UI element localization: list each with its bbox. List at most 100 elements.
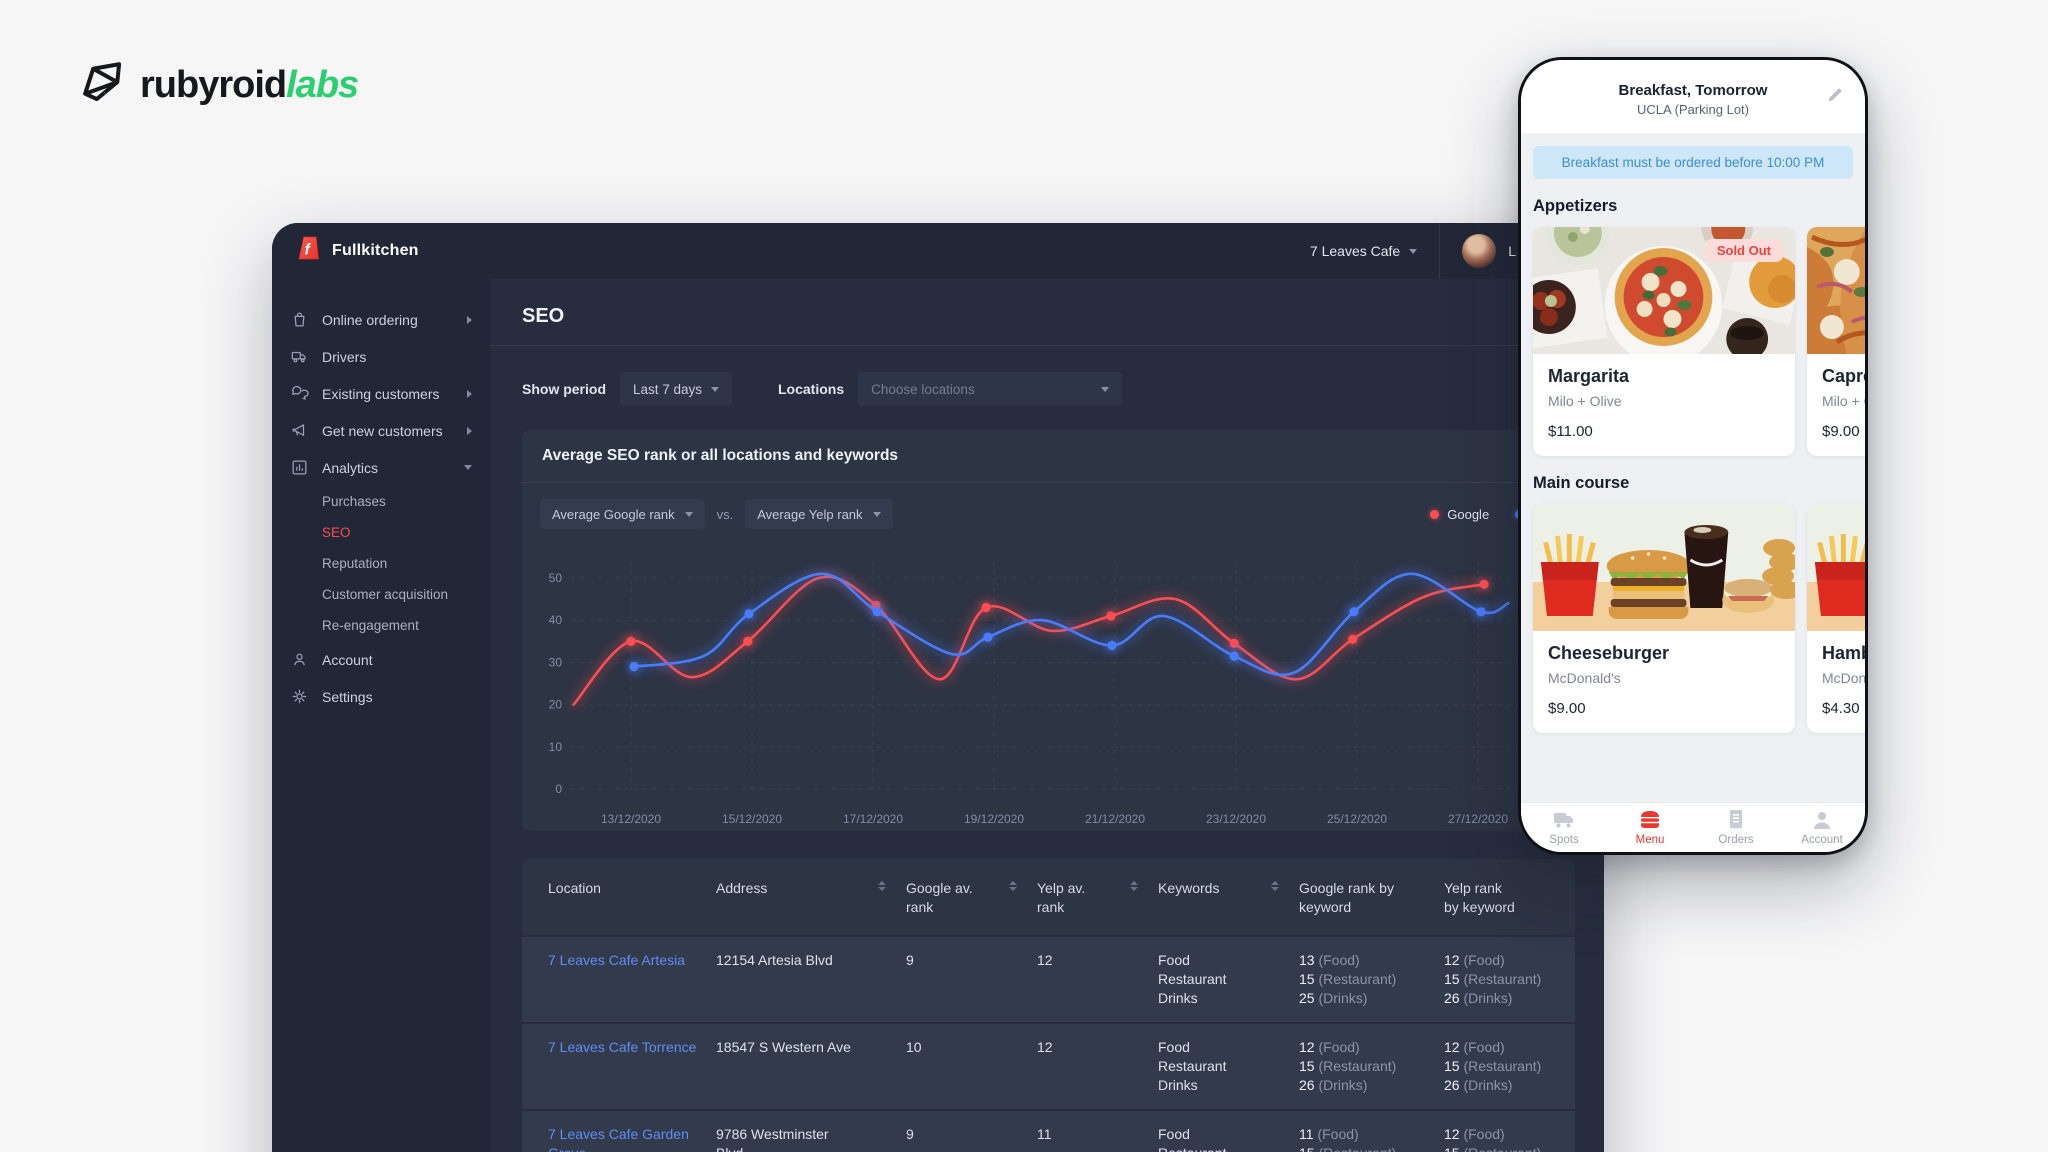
nav-account[interactable]: Account <box>1779 803 1865 852</box>
truck-icon <box>291 351 306 363</box>
svg-text:40: 40 <box>549 613 563 627</box>
location-selector[interactable]: 7 Leaves Cafe <box>1310 243 1418 259</box>
sidebar-item-analytics[interactable]: Analytics <box>272 449 490 486</box>
item-vendor: McDonald's <box>1822 670 1865 686</box>
dashboard-header: f Fullkitchen 7 Leaves Cafe L <box>272 223 1604 279</box>
legend-item-google: Google <box>1430 507 1489 522</box>
locations-label: Locations <box>778 381 845 397</box>
chevron-right-icon <box>467 389 472 398</box>
menu-item-card[interactable]: Hamburger McDonald's $4.30 <box>1807 504 1865 733</box>
col-google-by-keyword: Google rank by keyword <box>1299 880 1394 915</box>
google-rank-cell: 9 <box>906 1126 914 1142</box>
item-name: Cheeseburger <box>1548 643 1670 663</box>
item-price: $11.00 <box>1548 423 1593 440</box>
menu-item-card[interactable]: Cheeseburger McDonald's $9.00 <box>1533 504 1795 733</box>
location-link[interactable]: 7 Leaves Cafe Torrence <box>548 1039 697 1055</box>
chicken-pizza-photo <box>1807 227 1865 354</box>
header-right: 7 Leaves Cafe L <box>1310 223 1604 279</box>
pencil-icon[interactable] <box>1826 86 1844 109</box>
order-deadline-banner: Breakfast must be ordered before 10:00 P… <box>1533 146 1853 179</box>
sidebar-subitem-customer-acquisition[interactable]: Customer acquisition <box>322 587 449 602</box>
google-by-keyword-cell: 13 (Food) 15 (Restaurant) 25 (Drinks) <box>1299 952 1397 1006</box>
menu-item-card[interactable]: Caprese Milo + Olive $9.00 <box>1807 227 1865 456</box>
sidebar-item-account[interactable]: Account <box>272 641 490 678</box>
table-row: 7 Leaves Cafe Artesia 12154 Artesia Blvd 9… <box>522 935 1575 1022</box>
chevron-down-icon <box>1101 386 1110 392</box>
address-cell: 9786 Westminster Blvd <box>716 1126 829 1152</box>
table-header: Location Address Google av. rank Yelp av… <box>522 859 1575 935</box>
user-avatar[interactable] <box>1462 234 1497 268</box>
menu-item-card[interactable]: Sold Out Margarita Milo + Olive $11.00 <box>1533 227 1795 456</box>
svg-text:10: 10 <box>549 740 563 754</box>
appetizer-cards: Sold Out Margarita Milo + Olive $11.00 <box>1533 227 1865 456</box>
item-name: Caprese <box>1822 366 1865 386</box>
nav-spots[interactable]: Spots <box>1521 803 1607 852</box>
sort-icon[interactable] <box>878 881 886 891</box>
card-divider <box>522 482 1575 483</box>
fullkitchen-brand: f Fullkitchen <box>272 235 419 267</box>
svg-text:25/12/2020: 25/12/2020 <box>1327 812 1387 826</box>
order-title: Breakfast, Tomorrow <box>1618 82 1768 99</box>
svg-text:15/12/2020: 15/12/2020 <box>722 812 782 826</box>
chart-title: Average SEO rank or all locations and ke… <box>542 447 899 464</box>
truck-icon <box>1554 813 1573 828</box>
burger-icon <box>1641 811 1659 828</box>
sidebar-item-get-new-customers[interactable]: Get new customers <box>272 412 490 449</box>
sidebar-subitem-re-engagement[interactable]: Re-engagement <box>322 618 419 633</box>
sidebar: Online ordering Drivers Existing custome… <box>272 279 490 1152</box>
chevron-down-icon <box>464 465 472 470</box>
receipt-icon <box>1730 810 1742 829</box>
sidebar-item-drivers[interactable]: Drivers <box>272 338 490 375</box>
metric-a-select[interactable]: Average Google rank <box>540 499 705 529</box>
main-content: SEO Show period Last 7 days Locations Ch… <box>490 279 1604 1152</box>
location-link[interactable]: 7 Leaves Cafe Artesia <box>548 952 685 968</box>
phone-body: Breakfast must be ordered before 10:00 P… <box>1521 133 1865 802</box>
item-price: $4.30 <box>1822 700 1860 717</box>
locations-select[interactable]: Choose locations <box>858 372 1123 406</box>
table-row: 7 Leaves Cafe Torrence 18547 S Western Av… <box>522 1022 1575 1109</box>
user-icon <box>294 653 305 666</box>
svg-text:20: 20 <box>549 698 563 712</box>
chat-icon <box>292 385 309 400</box>
section-appetizers: Appetizers <box>1533 197 1618 215</box>
sidebar-subitem-purchases[interactable]: Purchases <box>322 494 386 509</box>
sidebar-item-settings[interactable]: Settings <box>272 678 490 715</box>
nav-orders[interactable]: Orders <box>1693 803 1779 852</box>
seo-table-body: 7 Leaves Cafe Artesia 12154 Artesia Blvd 9… <box>522 935 1575 1152</box>
period-select[interactable]: Last 7 days <box>620 372 732 406</box>
megaphone-icon <box>292 424 305 436</box>
chevron-right-icon <box>467 426 472 435</box>
filters-row: Show period Last 7 days Locations Choose… <box>522 372 1604 406</box>
sort-icon[interactable] <box>1009 881 1017 891</box>
location-link[interactable]: 7 Leaves Cafe Garden Grove <box>548 1126 689 1152</box>
svg-text:27/12/2020: 27/12/2020 <box>1448 812 1508 826</box>
address-cell: 18547 S Western Ave <box>716 1039 851 1055</box>
main-course-cards: Cheeseburger McDonald's $9.00 <box>1533 504 1865 733</box>
metric-b-select[interactable]: Average Yelp rank <box>745 499 893 529</box>
chevron-down-icon <box>684 511 693 517</box>
sidebar-subitem-seo[interactable]: SEO <box>322 525 351 540</box>
svg-text:30: 30 <box>549 655 563 669</box>
sidebar-item-online-ordering[interactable]: Online ordering <box>272 301 490 338</box>
dashboard-body: Online ordering Drivers Existing custome… <box>272 279 1604 1152</box>
gem-icon <box>78 58 128 113</box>
google-rank-cell: 9 <box>906 952 914 968</box>
item-price: $9.00 <box>1822 423 1860 440</box>
sort-icon[interactable] <box>1271 881 1279 891</box>
person-icon <box>1814 812 1830 829</box>
yelp-by-keyword-cell: 12 (Food)15 (Restaurant)26 (Drinks) <box>1444 952 1542 1006</box>
google-rank-cell: 10 <box>906 1039 922 1055</box>
svg-text:21/12/2020: 21/12/2020 <box>1085 812 1145 826</box>
svg-text:19/12/2020: 19/12/2020 <box>964 812 1024 826</box>
burger-meal-photo <box>1533 504 1795 631</box>
chevron-down-icon <box>711 386 719 392</box>
col-yelp-rank: Yelp av. rank <box>1037 879 1158 917</box>
nav-menu[interactable]: Menu <box>1607 803 1693 852</box>
sidebar-item-existing-customers[interactable]: Existing customers <box>272 375 490 412</box>
address-cell: 12154 Artesia Blvd <box>716 952 833 968</box>
sort-icon[interactable] <box>1130 881 1138 891</box>
sidebar-subitem-reputation[interactable]: Reputation <box>322 556 388 571</box>
